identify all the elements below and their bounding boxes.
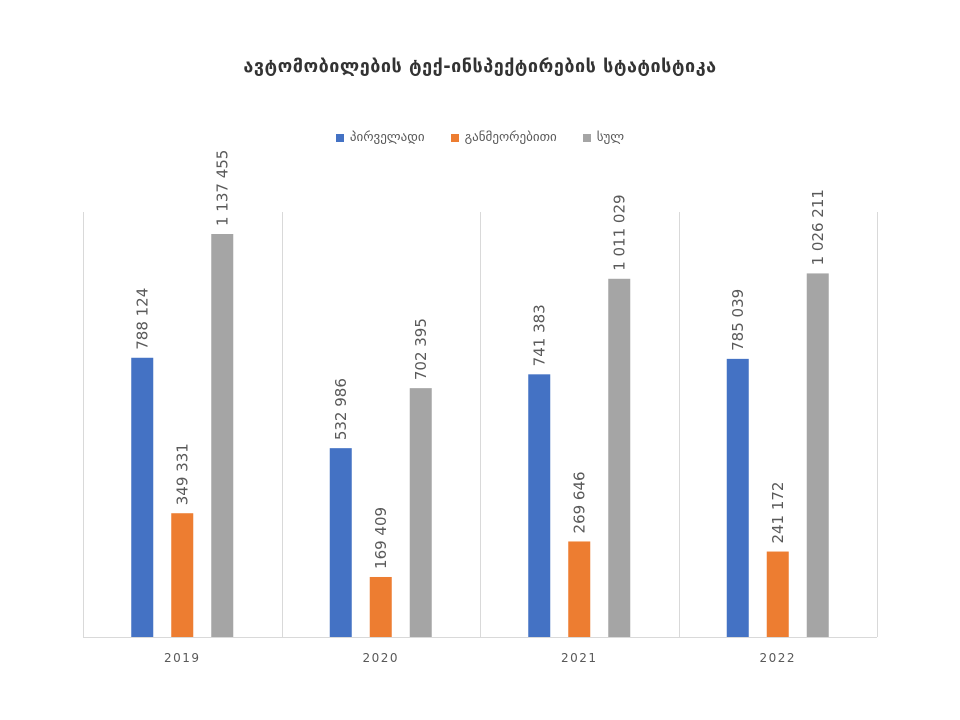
x-tick-label-2022: 2022 bbox=[759, 651, 796, 665]
legend-item-primary: პირველადი bbox=[335, 130, 425, 145]
data-label-2022-series-1: 785 039 bbox=[729, 289, 747, 351]
data-label-2019-series-3: 1 137 455 bbox=[213, 150, 231, 226]
bar-2022-series-2 bbox=[766, 551, 789, 637]
bar-2019-series-2 bbox=[171, 513, 194, 637]
legend-label-primary: პირველადი bbox=[349, 130, 425, 145]
data-label-2019-series-2: 349 331 bbox=[173, 443, 191, 505]
data-label-2019-series-1: 788 124 bbox=[133, 288, 151, 350]
bar-2019-series-1 bbox=[131, 357, 154, 637]
bar-2022-series-1 bbox=[726, 358, 749, 637]
data-label-2022-series-3: 1 026 211 bbox=[809, 189, 827, 265]
bar-2019-series-3 bbox=[211, 234, 234, 637]
data-label-2021-series-2: 269 646 bbox=[570, 471, 588, 533]
bar-2022-series-3 bbox=[806, 273, 829, 637]
x-tick-label-2021: 2021 bbox=[561, 651, 598, 665]
legend-item-total: სულ bbox=[582, 130, 625, 145]
bar-2021-series-1 bbox=[528, 374, 551, 637]
data-label-2020-series-2: 169 409 bbox=[372, 507, 390, 569]
chart-title: ავტომობილების ტექ-ინსპექტირების სტატისტი… bbox=[243, 56, 717, 77]
legend-swatch-repeat bbox=[450, 133, 459, 142]
legend-swatch-total bbox=[582, 133, 591, 142]
legend-item-repeat: განმეორებითი bbox=[450, 130, 557, 145]
legend-label-total: სულ bbox=[596, 130, 625, 145]
chart-legend: პირველადი განმეორებითი სულ bbox=[0, 130, 960, 145]
bar-2020-series-3 bbox=[409, 388, 432, 637]
x-tick-label-2020: 2020 bbox=[362, 651, 399, 665]
legend-label-repeat: განმეორებითი bbox=[464, 130, 557, 145]
data-label-2020-series-1: 532 986 bbox=[332, 378, 350, 440]
data-label-2021-series-1: 741 383 bbox=[530, 304, 548, 366]
bar-2020-series-1 bbox=[329, 448, 352, 637]
bar-2020-series-2 bbox=[369, 576, 392, 637]
x-tick-label-2019: 2019 bbox=[164, 651, 201, 665]
bar-2021-series-2 bbox=[568, 541, 591, 637]
data-label-2021-series-3: 1 011 029 bbox=[610, 194, 628, 270]
data-label-2020-series-3: 702 395 bbox=[412, 318, 430, 380]
data-label-2022-series-2: 241 172 bbox=[769, 482, 787, 544]
bar-2021-series-3 bbox=[608, 278, 631, 637]
legend-swatch-primary bbox=[335, 133, 344, 142]
